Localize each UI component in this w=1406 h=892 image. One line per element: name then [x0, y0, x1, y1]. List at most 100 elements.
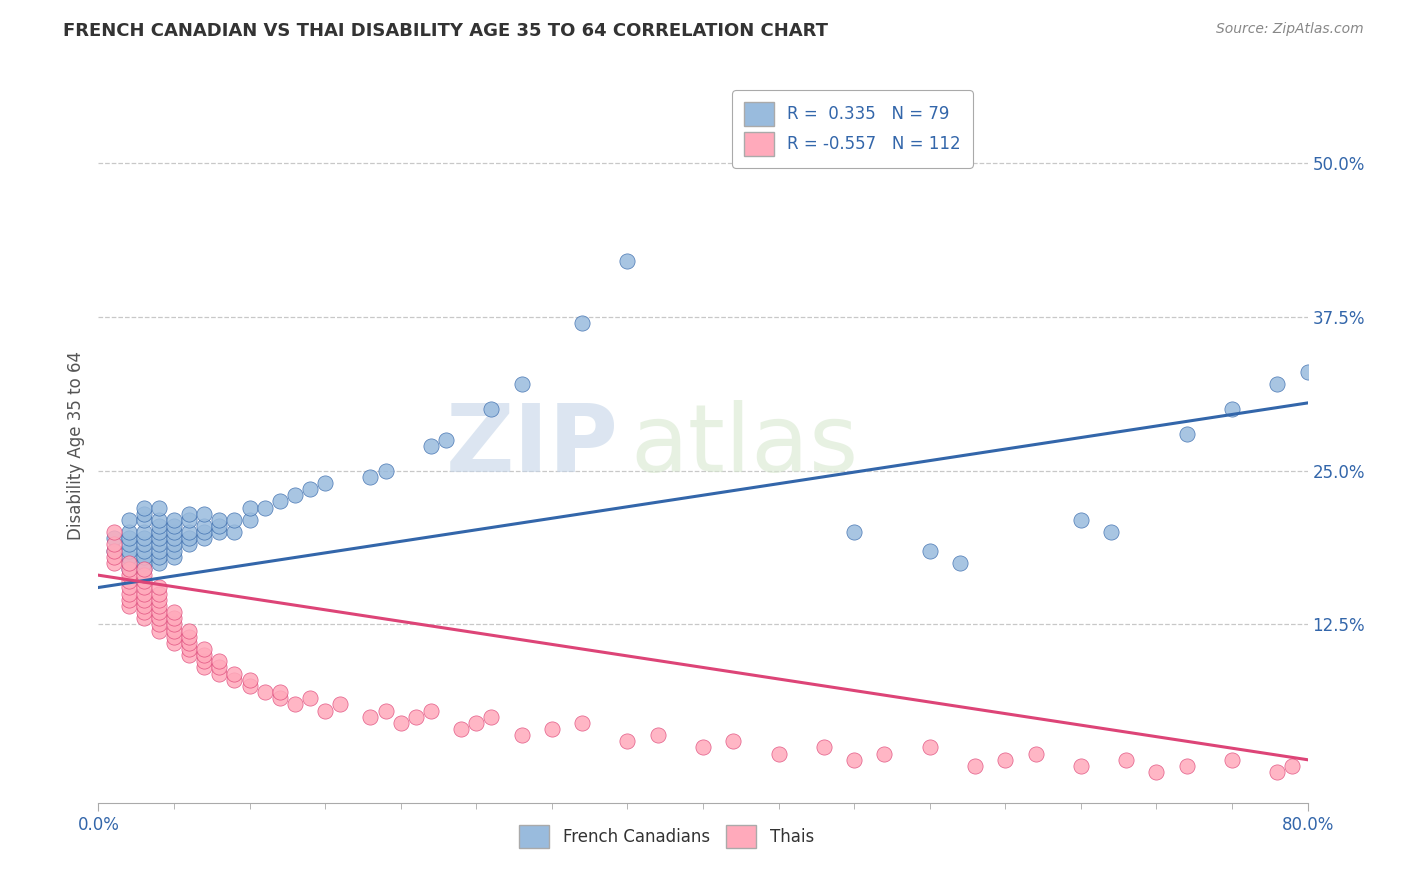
Point	[434, 433, 457, 447]
Point	[193, 531, 215, 545]
Point	[148, 556, 170, 570]
Point	[965, 759, 987, 773]
Point	[132, 592, 155, 607]
Point	[1070, 759, 1092, 773]
Point	[148, 624, 170, 638]
Point	[314, 475, 336, 490]
Point	[118, 537, 141, 551]
Point	[193, 519, 215, 533]
Point	[163, 605, 186, 619]
Point	[132, 525, 155, 540]
Point	[1267, 765, 1289, 780]
Point	[420, 704, 443, 718]
Point	[314, 704, 336, 718]
Point	[269, 685, 291, 699]
Point	[510, 377, 533, 392]
Point	[299, 482, 322, 496]
Point	[481, 402, 503, 417]
Point	[1144, 765, 1167, 780]
Point	[239, 513, 262, 527]
Point	[179, 624, 201, 638]
Point	[193, 525, 215, 540]
Point	[768, 747, 790, 761]
Point	[873, 747, 896, 761]
Point	[179, 537, 201, 551]
Point	[450, 722, 472, 736]
Point	[132, 500, 155, 515]
Point	[103, 537, 125, 551]
Point	[179, 513, 201, 527]
Point	[1175, 426, 1198, 441]
Point	[132, 549, 155, 564]
Point	[163, 617, 186, 632]
Point	[163, 525, 186, 540]
Point	[148, 611, 170, 625]
Point	[148, 531, 170, 545]
Point	[148, 513, 170, 527]
Point	[103, 549, 125, 564]
Point	[193, 660, 215, 674]
Point	[224, 525, 246, 540]
Point	[132, 599, 155, 613]
Point	[118, 599, 141, 613]
Point	[103, 543, 125, 558]
Point	[148, 549, 170, 564]
Point	[163, 513, 186, 527]
Point	[1115, 753, 1137, 767]
Point	[949, 556, 972, 570]
Point	[329, 698, 352, 712]
Point	[193, 642, 215, 657]
Point	[269, 691, 291, 706]
Point	[103, 531, 125, 545]
Point	[253, 685, 276, 699]
Point	[1099, 525, 1122, 540]
Point	[844, 525, 866, 540]
Point	[193, 507, 215, 521]
Point	[208, 660, 231, 674]
Point	[148, 617, 170, 632]
Point	[616, 734, 638, 748]
Point	[148, 592, 170, 607]
Point	[179, 531, 201, 545]
Point	[118, 531, 141, 545]
Point	[132, 537, 155, 551]
Point	[1220, 753, 1243, 767]
Point	[163, 549, 186, 564]
Point	[918, 740, 941, 755]
Point	[148, 519, 170, 533]
Point	[118, 562, 141, 576]
Point	[1267, 377, 1289, 392]
Point	[1070, 513, 1092, 527]
Point	[239, 679, 262, 693]
Point	[193, 648, 215, 662]
Point	[148, 599, 170, 613]
Point	[148, 581, 170, 595]
Point	[132, 568, 155, 582]
Point	[163, 531, 186, 545]
Point	[132, 562, 155, 576]
Text: atlas: atlas	[630, 400, 859, 492]
Point	[299, 691, 322, 706]
Point	[118, 549, 141, 564]
Point	[118, 587, 141, 601]
Point	[253, 500, 276, 515]
Point	[692, 740, 714, 755]
Point	[224, 513, 246, 527]
Text: ZIP: ZIP	[446, 400, 619, 492]
Point	[374, 704, 396, 718]
Point	[163, 543, 186, 558]
Point	[179, 630, 201, 644]
Point	[132, 556, 155, 570]
Point	[239, 500, 262, 515]
Point	[163, 630, 186, 644]
Point	[723, 734, 745, 748]
Point	[647, 728, 669, 742]
Point	[148, 500, 170, 515]
Point	[284, 488, 307, 502]
Point	[163, 611, 186, 625]
Point	[284, 698, 307, 712]
Point	[118, 568, 141, 582]
Point	[224, 666, 246, 681]
Point	[132, 605, 155, 619]
Point	[132, 611, 155, 625]
